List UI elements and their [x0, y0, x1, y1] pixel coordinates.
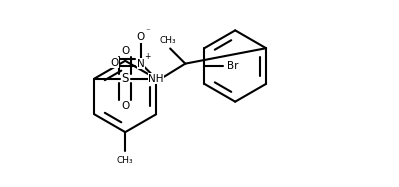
- Text: N: N: [137, 59, 145, 68]
- Text: Br: Br: [227, 61, 239, 71]
- Text: CH₃: CH₃: [160, 36, 176, 45]
- Text: O: O: [137, 32, 145, 42]
- Text: O: O: [121, 101, 129, 111]
- Text: S: S: [122, 72, 129, 85]
- Text: O: O: [110, 58, 119, 68]
- Text: ⁻: ⁻: [145, 27, 150, 36]
- Text: O: O: [121, 46, 129, 56]
- Text: NH: NH: [148, 74, 164, 84]
- Text: CH₃: CH₃: [117, 156, 134, 165]
- Text: +: +: [144, 53, 151, 62]
